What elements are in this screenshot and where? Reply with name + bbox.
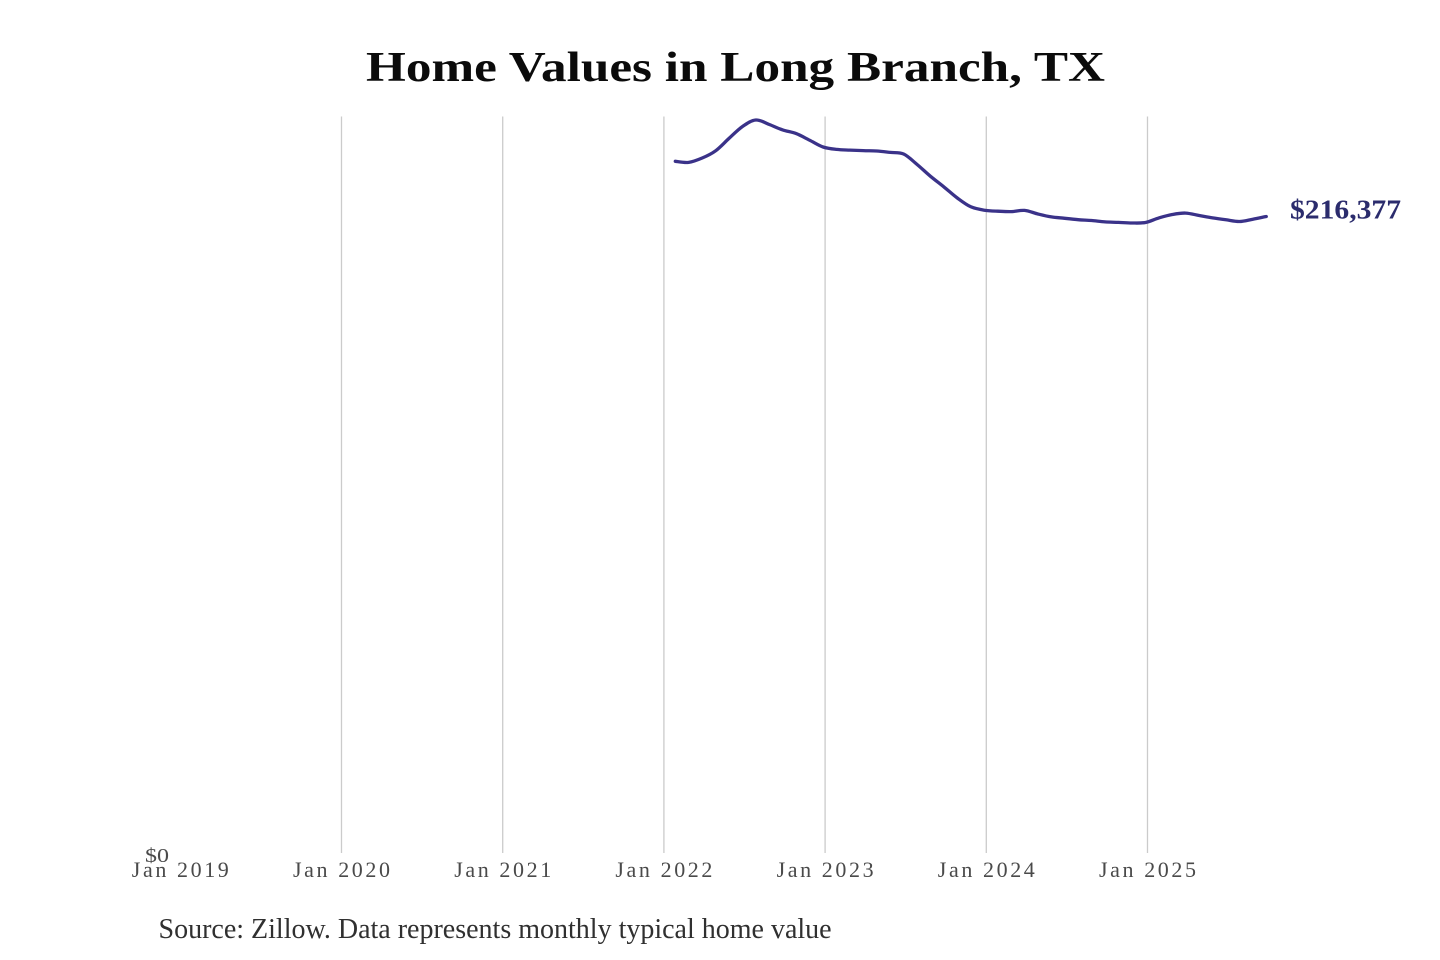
svg-text:Jan 2019: Jan 2019 (132, 857, 229, 882)
svg-text:Home Values in Long Branch, TX: Home Values in Long Branch, TX (366, 45, 1105, 91)
svg-text:Jan 2021: Jan 2021 (454, 857, 551, 882)
svg-text:$216,377: $216,377 (1290, 195, 1401, 225)
svg-text:Jan 2020: Jan 2020 (293, 857, 390, 882)
svg-text:$0: $0 (145, 845, 169, 867)
svg-text:Jan 2024: Jan 2024 (938, 857, 1035, 882)
svg-text:Jan 2025: Jan 2025 (1099, 857, 1196, 882)
svg-text:Jan 2023: Jan 2023 (777, 857, 874, 882)
svg-text:Jan 2022: Jan 2022 (615, 857, 712, 882)
svg-text:Source: Zillow. Data represent: Source: Zillow. Data represents monthly … (159, 914, 832, 945)
